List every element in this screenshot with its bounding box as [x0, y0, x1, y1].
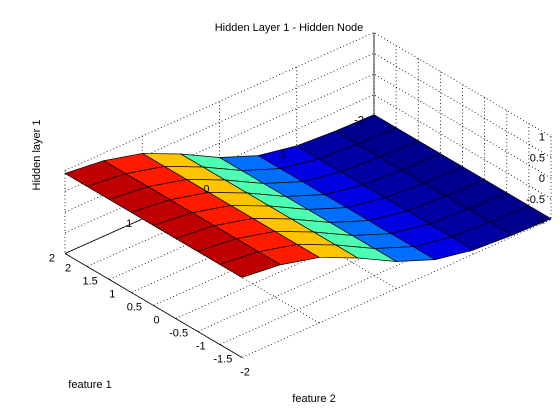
y-tick-label-1: 1.5 [82, 276, 97, 288]
z-gridline-3 [64, 52, 552, 192]
x-tick-label-1: -1 [277, 149, 287, 161]
y-gridline-8 [241, 136, 552, 358]
z-tick-label-1: -0.5 [526, 194, 545, 206]
z-axis-label: Hidden layer 1 [31, 120, 43, 191]
z-gridline-4 [64, 32, 552, 171]
x-tick-label-4: 2 [49, 253, 55, 265]
y-gridline-7 [219, 123, 530, 345]
surface-patch-7-7 [219, 251, 281, 278]
y-tick-label-6: -1 [196, 341, 206, 353]
surface-layer [64, 114, 552, 278]
y-gridline-6 [197, 110, 508, 332]
y-tick-label-5: -0.5 [169, 328, 188, 340]
x-axis-label: feature 1 [68, 379, 111, 391]
y-tick-label-3: 0.5 [127, 302, 142, 314]
x-tick-label-2: 0 [203, 184, 209, 196]
z-tick-label-2: 0 [539, 173, 545, 185]
chart-title: Hidden Layer 1 - Hidden Node [215, 22, 364, 34]
y-gridline-5 [175, 97, 486, 319]
y-tick-label-0: 2 [65, 263, 71, 275]
z-tick-label-0: -1 [535, 215, 545, 227]
y-tick-label-2: 1 [109, 289, 115, 301]
ticks-layer: -1 -0.5 0 0.5 1 -2 -1 0 1 22 1.5 1 0.5 0 -0.5 -1 -1.5 -2 [49, 115, 545, 379]
y-axis-label: feature 2 [292, 393, 335, 405]
y-tick-label-4: 0 [153, 315, 159, 327]
y-tick-label-8: -2 [240, 367, 250, 379]
z-tick-label-3: 0.5 [530, 152, 545, 164]
x-tick-label-0: -2 [354, 115, 364, 127]
z-tick-label-4: 1 [539, 132, 545, 144]
y-axis-line [64, 253, 243, 358]
x-tick-label-3: 1 [126, 218, 132, 230]
y-tick-label-7: -1.5 [213, 354, 232, 366]
